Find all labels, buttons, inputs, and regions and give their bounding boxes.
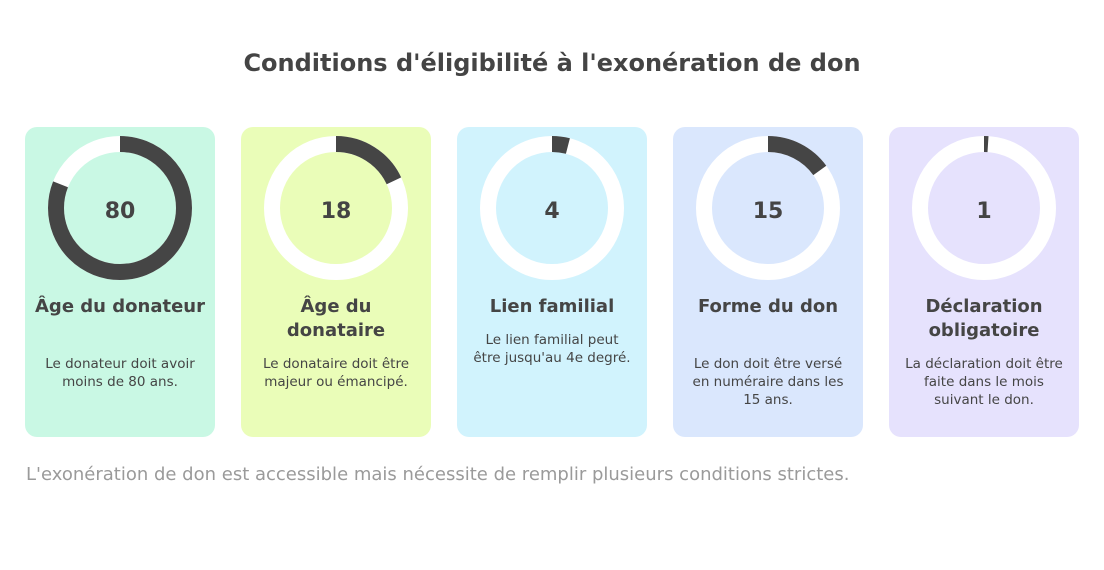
card-description: Le donateur doit avoir moins de 80 ans. [45,356,195,390]
card-lien-familial: 4 Lien familial Le lien familial peut êt… [457,127,647,437]
gauge-value: 80 [104,199,136,224]
gauge [264,136,408,280]
gauge [912,136,1056,280]
card-title: Déclaration obligatoire [925,296,1043,341]
gauge-arc [912,136,1056,280]
gauge [480,136,624,280]
footer-note: L'exonération de don est accessible mais… [26,464,850,485]
page-title: Conditions d'éligibilité à l'exonération… [243,49,861,77]
gauge-value: 1 [976,199,992,224]
gauge-arc [264,136,408,280]
card-title: Lien familial [489,296,615,317]
card-title: Âge du donataire [286,296,386,341]
card-age-donataire: 18 Âge du donataire Le donataire doit êt… [241,127,431,437]
gauge-value: 4 [544,199,560,224]
card-description: Le lien familial peut être jusqu'au 4e d… [473,332,631,366]
gauge-value: 15 [752,199,784,224]
card-description: Le don doit être versé en numéraire dans… [692,356,844,408]
card-title: Forme du don [697,296,839,317]
gauge-arc [48,136,192,280]
card-declaration: 1 Déclaration obligatoire La déclaration… [889,127,1079,437]
gauge-arc [480,136,624,280]
card-description: Le donataire doit être majeur ou émancip… [262,356,410,390]
card-forme-don: 15 Forme du don Le don doit être versé e… [673,127,863,437]
card-description: La déclaration doit être faite dans le m… [905,356,1063,408]
gauge-arc [696,136,840,280]
gauge [48,136,192,280]
gauge-value: 18 [320,199,352,224]
card-age-donateur: 80 Âge du donateur Le donateur doit avoi… [25,127,215,437]
gauge [696,136,840,280]
card-title: Âge du donateur [35,296,205,317]
